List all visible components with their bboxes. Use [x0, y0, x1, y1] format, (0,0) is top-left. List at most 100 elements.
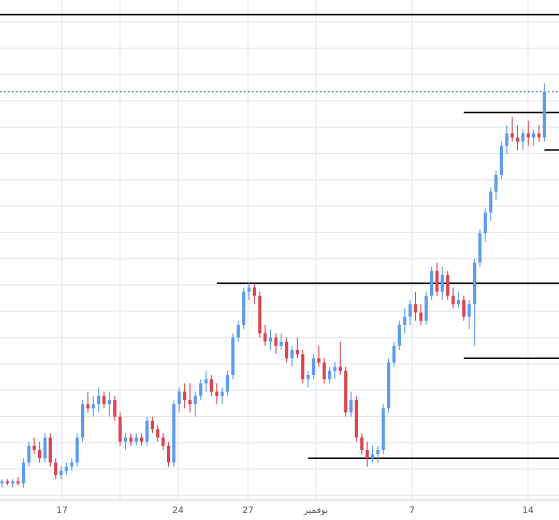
candle-body — [54, 462, 58, 475]
candle-body — [322, 362, 326, 380]
candle-body — [467, 304, 471, 317]
candle-body — [301, 354, 305, 380]
candle-body — [27, 445, 31, 463]
candle-body — [279, 341, 283, 346]
candle-body — [489, 191, 493, 213]
x-tick-label: 7 — [409, 506, 415, 516]
candle-body — [424, 295, 428, 321]
candle-body — [333, 366, 337, 371]
candle-body — [70, 462, 74, 467]
candle-body — [204, 379, 208, 384]
candle-body — [59, 470, 63, 475]
candle-body — [328, 370, 332, 380]
candle-body — [295, 350, 299, 355]
candle-body — [11, 481, 15, 484]
candle-body — [113, 400, 117, 417]
candle-body — [247, 287, 251, 292]
candle-body — [43, 437, 47, 459]
candle-body — [48, 437, 52, 463]
candle-body — [456, 300, 460, 305]
candle-body — [0, 481, 4, 484]
candle-body — [166, 445, 171, 463]
candle-body — [268, 337, 273, 342]
candle-body — [473, 262, 477, 305]
candle-body — [344, 370, 348, 413]
candle-body — [542, 91, 546, 138]
candle-body — [172, 404, 176, 463]
candle-body — [32, 445, 36, 450]
candle-body — [515, 137, 520, 142]
candle-body — [209, 379, 213, 392]
candle-body — [413, 304, 418, 313]
x-axis: 17 24 27 نوفمبر 7 14 — [0, 499, 559, 516]
candle-body — [483, 212, 487, 234]
candle-body — [311, 358, 316, 375]
candle-body — [145, 420, 149, 442]
x-tick-label: نوفمبر — [303, 506, 328, 516]
candle-body — [338, 366, 342, 371]
candle-body — [365, 450, 369, 459]
candle-body — [5, 481, 9, 484]
x-tick-label: 17 — [56, 506, 67, 516]
candle-body — [510, 133, 514, 138]
candle-body — [75, 437, 79, 463]
candle-body — [188, 400, 192, 405]
candle-body — [150, 420, 154, 430]
candle-body — [435, 270, 439, 292]
candle-body — [317, 358, 321, 363]
candle-body — [526, 133, 530, 138]
level-layer — [0, 13, 559, 460]
candle-body — [263, 333, 267, 342]
x-tick-label: 14 — [522, 506, 534, 516]
candle-body — [440, 275, 444, 292]
candle-body — [349, 400, 353, 413]
candle-body — [86, 404, 90, 409]
candle-body — [252, 287, 256, 296]
candle-body — [231, 337, 235, 375]
candle-body — [387, 362, 391, 409]
candle-body — [381, 408, 385, 450]
candle-layer — [0, 83, 546, 488]
x-tick-label: 27 — [242, 506, 253, 516]
candle-body — [102, 395, 106, 405]
candle-body — [370, 454, 375, 459]
candle-body — [215, 391, 219, 396]
candle-body — [258, 295, 262, 334]
candle-body — [446, 275, 450, 296]
candle-body — [81, 404, 85, 438]
candle-body — [107, 400, 111, 405]
candle-body — [505, 133, 509, 146]
candle-body — [494, 175, 498, 192]
candle-body — [408, 304, 412, 317]
candle-body — [21, 462, 26, 484]
candle-body — [140, 437, 144, 442]
candle-body — [199, 383, 203, 396]
candle-body — [478, 233, 482, 263]
candle-body — [220, 391, 224, 396]
candle-body — [236, 325, 240, 338]
candle-body — [392, 345, 396, 363]
candle-body — [462, 300, 466, 317]
candle-body — [129, 437, 133, 442]
candle-body — [419, 312, 423, 321]
candle-body — [193, 395, 197, 405]
candle-body — [521, 133, 525, 142]
candle-body — [376, 450, 380, 455]
candle-body — [451, 295, 455, 305]
candle-body — [97, 395, 101, 405]
candle-body — [537, 133, 541, 138]
candle-body — [354, 400, 358, 438]
candle-body — [430, 270, 434, 296]
candle-body — [242, 291, 246, 325]
candle-body — [38, 450, 42, 459]
candle-body — [397, 325, 401, 346]
candle-body — [64, 466, 68, 471]
candle-body — [403, 316, 407, 325]
candle-body — [285, 341, 289, 359]
candle-body — [290, 350, 294, 359]
candle-body — [134, 437, 138, 442]
candle-body — [274, 337, 278, 346]
candle-body — [306, 375, 310, 380]
